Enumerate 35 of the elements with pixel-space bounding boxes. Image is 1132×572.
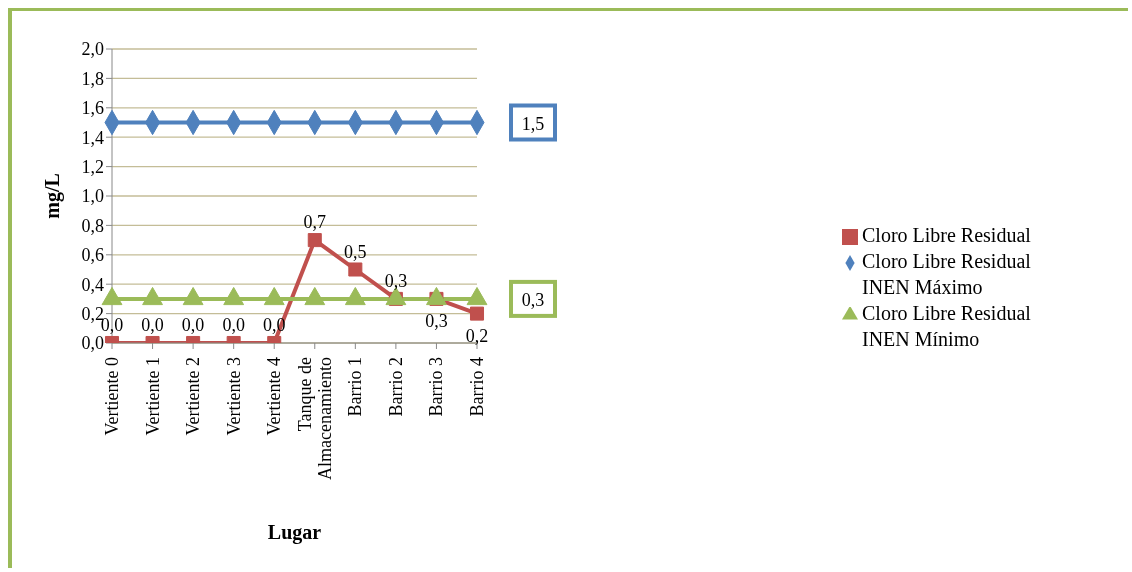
x-tick-label: Vertiente 3 bbox=[223, 357, 244, 436]
y-tick-label: 0,6 bbox=[81, 245, 104, 266]
y-tick-label: 1,0 bbox=[81, 186, 104, 207]
legend-label: Cloro Libre Residual INEN Mínimo bbox=[862, 301, 1032, 352]
y-tick-label: 1,4 bbox=[81, 127, 104, 148]
x-tick-label: Barrio 1 bbox=[345, 357, 366, 417]
x-tick-label: Vertiente 2 bbox=[183, 357, 204, 436]
y-axis-title: mg/L bbox=[41, 173, 65, 219]
data-label: 0,2 bbox=[465, 325, 489, 346]
annotation: 1,5 bbox=[521, 113, 545, 134]
y-tick-label: 1,8 bbox=[81, 68, 104, 89]
x-tick-label: Barrio 2 bbox=[385, 357, 406, 417]
x-tick-label: Tanque de Almacenamiento bbox=[294, 357, 335, 480]
y-tick-label: 0,0 bbox=[81, 333, 104, 354]
x-tick-label: Vertiente 0 bbox=[102, 357, 122, 436]
legend-label: Cloro Libre Residual INEN Máximo bbox=[862, 249, 1032, 300]
data-label: 0,0 bbox=[141, 315, 164, 335]
y-tick-label: 0,4 bbox=[81, 274, 104, 295]
data-label: 0,0 bbox=[181, 315, 205, 335]
data-label: 0,3 bbox=[425, 310, 448, 331]
data-label: 0,3 bbox=[384, 270, 408, 291]
data-label: 0,0 bbox=[222, 315, 245, 335]
data-label: 0,5 bbox=[344, 241, 367, 262]
y-tick-label: 2,0 bbox=[81, 39, 104, 60]
y-tick-label: 1,2 bbox=[81, 156, 104, 177]
x-tick-label: Barrio 3 bbox=[426, 357, 447, 417]
annotation: 0,3 bbox=[521, 289, 545, 310]
x-tick-label: Barrio 4 bbox=[467, 357, 487, 417]
legend-label: Cloro Libre Residual bbox=[862, 223, 1032, 248]
x-tick-label: Vertiente 4 bbox=[264, 357, 285, 436]
data-label: 0,7 bbox=[303, 212, 327, 233]
y-tick-label: 1,6 bbox=[81, 98, 104, 119]
x-tick-label: Vertiente 1 bbox=[142, 357, 163, 436]
y-tick-label: 0,8 bbox=[81, 215, 104, 236]
x-axis-title: Lugar bbox=[267, 521, 322, 544]
